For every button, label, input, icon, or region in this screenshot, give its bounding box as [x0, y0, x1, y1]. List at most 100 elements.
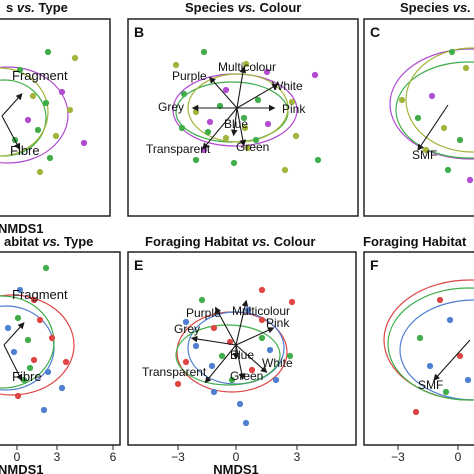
panel-d-x-ticks	[16, 445, 114, 450]
data-point-d-9	[10, 348, 18, 356]
data-point-a-9	[34, 126, 42, 134]
loading-arrow-d-fibre	[3, 344, 23, 382]
data-point-b-16	[292, 132, 300, 140]
data-point-a-12	[80, 139, 88, 147]
confidence-ellipse-d-3	[0, 295, 55, 389]
data-point-b-6	[222, 86, 230, 94]
label-green-e: Green	[230, 369, 263, 383]
data-point-b-5	[180, 90, 188, 98]
data-point-c-3	[428, 92, 436, 100]
data-point-f-4	[456, 352, 464, 360]
data-point-d-1	[42, 264, 50, 272]
label-smf-f: SMF	[418, 378, 443, 392]
data-point-d-2	[16, 286, 24, 294]
data-point-b-7	[254, 96, 262, 104]
panel-f-frame	[363, 251, 474, 446]
data-point-a-8	[24, 116, 32, 124]
panel-e-x-ticks	[177, 445, 298, 450]
loading-arrow-b-transparent	[202, 107, 238, 150]
data-point-a-6	[42, 99, 50, 107]
loading-arrow-b-white	[236, 83, 279, 109]
label-multicolour-b: Multicolour	[218, 60, 276, 74]
loading-arrow-e-multicolour	[235, 299, 249, 346]
panel-d-tick-3: 3	[54, 450, 61, 464]
panel-e-title: Foraging Habitat vs. Colour	[145, 234, 315, 249]
data-point-f-7	[412, 408, 420, 416]
data-point-e-16	[174, 380, 182, 388]
data-point-f-2	[446, 316, 454, 324]
label-green-b: Green	[236, 140, 269, 154]
data-point-d-15	[40, 406, 48, 414]
ellipses-layer	[0, 47, 474, 401]
data-point-b-8	[288, 98, 296, 106]
data-point-a-13	[46, 154, 54, 162]
confidence-ellipse-a-3	[0, 67, 49, 157]
data-point-b-11	[240, 114, 248, 122]
data-point-c-9	[466, 176, 474, 184]
panel-d-title: abitat vs. Type	[4, 234, 93, 249]
data-point-b-12	[264, 120, 272, 128]
panel-a-frame	[0, 18, 111, 217]
data-point-b-14	[222, 134, 230, 142]
panel-c-title: Species vs.	[400, 0, 471, 15]
data-point-b-26	[204, 128, 212, 136]
data-point-b-21	[281, 166, 289, 174]
loading-arrow-a-fragment	[1, 93, 23, 117]
label-fragment-d: Fragment	[12, 287, 68, 302]
arrows-layer	[1, 66, 471, 384]
label-fibre-a: Fibre	[10, 143, 40, 158]
confidence-ellipse-c-3	[405, 47, 474, 153]
data-point-b-2	[172, 61, 180, 69]
data-point-e-4	[244, 306, 252, 314]
label-blue-b: Blue	[224, 117, 248, 131]
data-point-e-12	[208, 362, 216, 370]
data-point-e-6	[210, 324, 218, 332]
data-point-d-17	[26, 364, 34, 372]
data-point-e-10	[266, 346, 274, 354]
data-point-d-11	[44, 368, 52, 376]
data-point-e-17	[210, 388, 218, 396]
data-point-a-10	[52, 132, 60, 140]
panel-c-letter: C	[370, 24, 380, 40]
data-point-a-3	[16, 66, 24, 74]
data-point-a-1	[44, 48, 52, 56]
data-point-a-5	[29, 92, 37, 100]
confidence-ellipse-d-1	[0, 294, 75, 396]
label-fibre-d: Fibre	[12, 369, 42, 384]
panel-f-tick-0: 0	[455, 450, 462, 464]
panel-b-frame	[127, 18, 359, 217]
data-point-e-3	[182, 318, 190, 326]
loading-arrow-b-green	[236, 107, 247, 147]
points-layer	[4, 48, 474, 427]
confidence-ellipse-e-2	[187, 311, 285, 385]
loading-arrow-a-fibre	[1, 115, 21, 150]
data-point-e-14	[286, 352, 294, 360]
data-point-d-13	[58, 384, 66, 392]
label-fragment-a: Fragment	[12, 68, 68, 83]
loading-arrow-c-smf	[417, 104, 449, 151]
panel-c-frame	[363, 18, 474, 217]
data-point-f-5	[426, 362, 434, 370]
panel-e-letter: E	[134, 257, 143, 273]
loading-arrow-f-smf	[433, 339, 471, 381]
data-point-a-2	[71, 54, 79, 62]
loading-arrow-e-pink	[235, 327, 275, 346]
data-point-b-4	[242, 60, 250, 68]
data-point-e-13	[248, 366, 256, 374]
data-point-c-1	[448, 48, 456, 56]
data-point-f-6	[442, 388, 450, 396]
data-point-c-10	[398, 96, 406, 104]
panel-b-letter: B	[134, 24, 144, 40]
data-point-b-19	[192, 156, 200, 164]
data-point-c-5	[440, 124, 448, 132]
data-point-d-7	[24, 336, 32, 344]
data-point-d-16	[62, 358, 70, 366]
panel-e-tick-neg3: −3	[171, 450, 185, 464]
data-point-d-8	[48, 334, 56, 342]
confidence-ellipse-f-3	[387, 287, 474, 401]
panel-f-title: Foraging Habitat	[363, 234, 467, 249]
data-point-e-7	[258, 334, 266, 342]
data-point-b-23	[263, 68, 271, 76]
data-point-d-3	[30, 296, 38, 304]
